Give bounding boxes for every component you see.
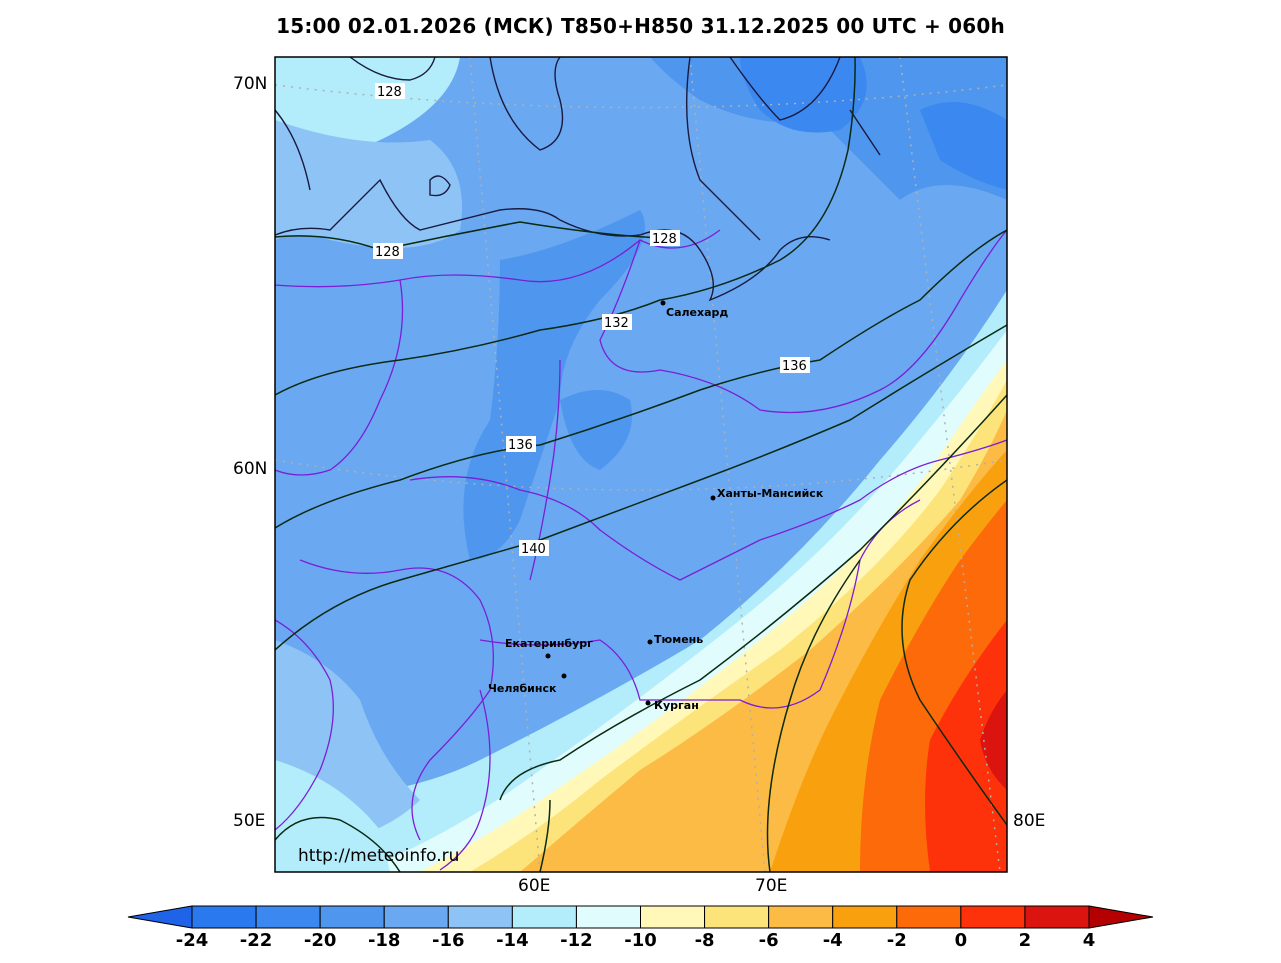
colorbar-tick-label: -12 [560,930,593,951]
colorbar-swatch [319,905,385,929]
colorbar-swatch [640,905,706,929]
colorbar-tick-label: -18 [367,930,401,951]
colorbar-tick-label: -10 [624,930,657,951]
city-marker [645,700,651,706]
colorbar-swatch [255,905,321,929]
colorbar-swatch [447,905,513,929]
colorbar-swatch [383,905,449,929]
colorbar-tick-label: 0 [954,930,968,951]
city-marker [561,673,567,679]
lon-label-70e: 70E [755,876,788,896]
city-marker [545,653,551,659]
colorbar-tick-label: -2 [886,930,907,951]
source-url: http://meteoinfo.ru [298,846,459,866]
colorbar-tick-label: -22 [239,930,273,951]
colorbar-swatch [511,905,577,929]
city-label-kurgan: Курган [654,699,699,712]
isohypse-label: 128 [377,85,402,100]
colorbar-swatch [832,905,898,929]
colorbar-under-triangle [127,905,193,929]
isohypse-label: 140 [521,542,546,557]
colorbar-tick-label: 2 [1018,930,1032,951]
isohypse-label: 128 [652,232,677,247]
colorbar-tick-label: -16 [432,930,465,951]
map-frame [274,56,1008,873]
city-marker [710,495,716,501]
city-label-salekhard: Салехард [666,306,728,319]
colorbar-tick-label: -4 [822,930,843,951]
city-marker [647,639,653,645]
temperature-field: 128 128 128 132 136 136 140 Салехард Хан… [275,57,1007,872]
colorbar-tick-label: -20 [303,930,337,951]
city-label-khanty-mansiysk: Ханты-Мансийск [717,487,824,500]
colorbar [127,905,1154,929]
lon-label-80e: 80E [1013,811,1046,831]
isohypse-labels: 128 128 128 132 136 136 140 [373,83,810,557]
lat-label-70n: 70N [233,74,268,94]
colorbar-swatch [575,905,642,929]
colorbar-swatch [768,905,834,929]
isohypse-label: 136 [508,438,533,453]
lat-label-60n: 60N [233,459,268,479]
colorbar-tick-label: -6 [758,930,779,951]
colorbar-swatch [191,905,257,929]
colorbar-swatch [896,905,962,929]
isohypse-label: 132 [604,316,629,331]
city-marker [660,300,666,306]
colorbar-tick-label: 4 [1082,930,1096,951]
map-title: 15:00 02.01.2026 (МСК) T850+H850 31.12.2… [276,14,1005,38]
colorbar-swatch [960,905,1026,929]
colorbar-over-triangle [1088,905,1154,929]
city-label-chelyabinsk: Челябинск [488,682,557,695]
colorbar-tick-label: -14 [496,930,529,951]
colorbar-tick-label: -8 [694,930,715,951]
colorbar-swatch [704,905,770,929]
colorbar-swatch [1024,905,1090,929]
city-label-tyumen: Тюмень [654,633,703,646]
isohypse-label: 128 [375,245,400,260]
lon-label-60e: 60E [518,876,551,896]
cities: Салехард Ханты-Мансийск Екатеринбург Тюм… [488,300,824,712]
isohypse-label: 136 [782,359,807,374]
colorbar-tick-label: -24 [175,930,209,951]
city-label-yekaterinburg: Екатеринбург [505,637,593,650]
lon-label-50e: 50E [233,811,266,831]
